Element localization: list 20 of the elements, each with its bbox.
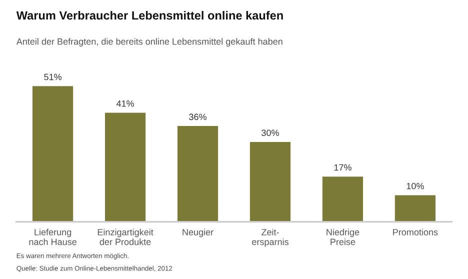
x-tick-label: Niedrige Preise <box>326 228 360 246</box>
x-tick-label: Zeit- ersparnis <box>252 228 288 247</box>
data-label: 30% <box>262 130 279 136</box>
bar <box>177 126 218 222</box>
data-label: 10% <box>406 182 424 190</box>
chart-subtitle: Anteil der Befragten, die bereits online Lebensmittel gekauft haben <box>16 38 282 47</box>
data-label: 51% <box>44 74 62 80</box>
bar <box>104 112 146 222</box>
x-tick-label: Einzigartigkeit der Produkte <box>98 228 154 246</box>
bar <box>394 195 436 222</box>
x-tick-label: Lieferung nach Hause <box>29 228 76 246</box>
chart-title: Warum Verbraucher Lebensmittel online kaufen <box>16 10 283 20</box>
data-label: 17% <box>334 164 352 171</box>
bar <box>250 142 291 222</box>
x-tick-label: Promotions <box>393 228 438 236</box>
data-label: 36% <box>189 114 206 120</box>
x-tick-label: Neugier <box>182 228 214 238</box>
data-label: 41% <box>116 100 134 107</box>
bar <box>32 86 74 222</box>
bar <box>322 176 364 222</box>
